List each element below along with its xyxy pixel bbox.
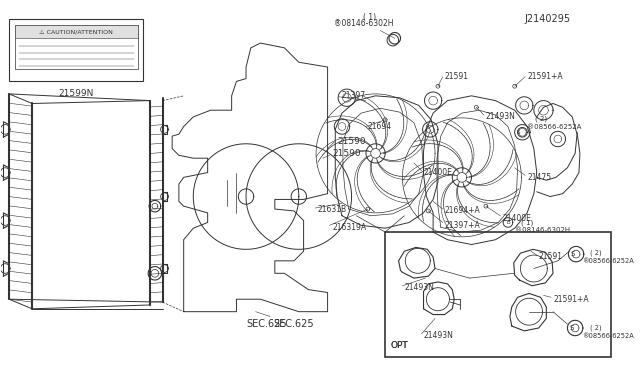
Text: ( 1): ( 1) <box>522 219 534 226</box>
Text: 21493N: 21493N <box>424 331 453 340</box>
Text: S: S <box>516 130 520 135</box>
Text: OPT: OPT <box>391 341 409 350</box>
Text: ®08566-6252A: ®08566-6252A <box>582 258 634 264</box>
Text: 216319A: 216319A <box>332 223 367 232</box>
Text: 21400E: 21400E <box>424 168 452 177</box>
Text: ( 2): ( 2) <box>589 250 601 256</box>
Text: ( 2): ( 2) <box>535 116 547 122</box>
Text: 21493N: 21493N <box>486 112 516 121</box>
Text: OPT: OPT <box>391 341 409 350</box>
Text: 21400E: 21400E <box>502 214 531 223</box>
Text: 21397+A: 21397+A <box>445 221 481 230</box>
Text: 21475: 21475 <box>527 173 551 182</box>
Bar <box>9 19 143 81</box>
Text: 21591+A: 21591+A <box>553 295 589 304</box>
Text: S: S <box>569 325 573 331</box>
Text: ®08566-6252A: ®08566-6252A <box>582 333 634 339</box>
Text: B: B <box>506 220 510 225</box>
Text: ®08566-6252A: ®08566-6252A <box>527 124 582 129</box>
Text: 21694: 21694 <box>368 122 392 131</box>
Text: ®08146-6302H: ®08146-6302H <box>515 227 570 233</box>
Text: 21397: 21397 <box>342 91 366 100</box>
Text: 21599N: 21599N <box>58 89 94 99</box>
Text: ( 2): ( 2) <box>589 325 601 331</box>
Text: 21493N: 21493N <box>404 283 434 292</box>
Text: SEC.625: SEC.625 <box>246 319 287 329</box>
Text: 21631B: 21631B <box>318 205 347 214</box>
Text: 21590: 21590 <box>332 149 361 158</box>
Text: 21590: 21590 <box>337 137 366 146</box>
Text: ®08146-6302H: ®08146-6302H <box>334 19 394 28</box>
Text: 21694+A: 21694+A <box>445 206 481 215</box>
Text: 21591+A: 21591+A <box>527 72 563 81</box>
Text: 21591: 21591 <box>445 72 468 81</box>
Text: ⚠ CAUTION/ATTENTION: ⚠ CAUTION/ATTENTION <box>39 29 113 34</box>
Bar <box>15 25 138 69</box>
Text: S: S <box>570 251 575 257</box>
Text: ( 1): ( 1) <box>364 13 376 22</box>
Text: SEC.625: SEC.625 <box>273 319 314 329</box>
Bar <box>15 25 138 38</box>
Text: J2140295: J2140295 <box>524 14 570 24</box>
Bar <box>385 232 611 357</box>
Text: 21591: 21591 <box>539 253 563 262</box>
